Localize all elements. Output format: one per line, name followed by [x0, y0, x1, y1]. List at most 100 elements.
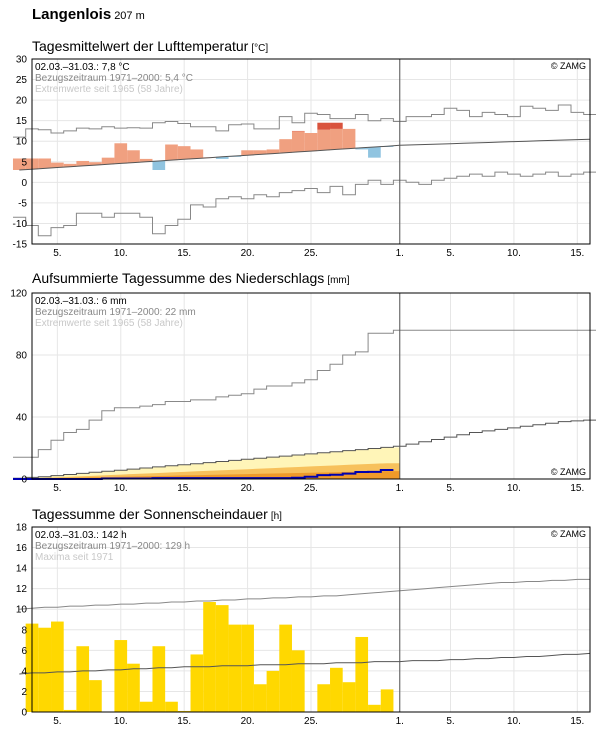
temperature-x-tick-label: 20. [241, 248, 255, 259]
sunshine-bar [266, 670, 280, 712]
temperature-y-tick-label: 20 [16, 96, 28, 107]
sunshine-bar [203, 602, 216, 712]
sunshine-x-tick-label: 15. [177, 716, 191, 727]
temperature-anomaly-bar [279, 139, 292, 153]
temperature-y-tick-label: 10 [16, 137, 28, 148]
temperature-anomaly-bar [177, 146, 191, 160]
precipitation-x-tick-label: 15. [177, 483, 191, 494]
temperature-normal-line [19, 138, 591, 171]
sunshine-bar [114, 640, 128, 712]
temperature-anomaly-bar [76, 160, 90, 166]
precipitation-y-tick-label: 120 [10, 289, 27, 300]
temperature-y-tick-label: 15 [16, 116, 28, 127]
temperature-y-tick-label: -10 [13, 219, 28, 230]
temperature-anomaly-bar [291, 131, 305, 152]
sunshine-y-tick-label: 2 [21, 687, 27, 698]
temperature-y-tick-label: 30 [16, 55, 28, 66]
temperature-anomaly-bar [253, 150, 267, 155]
precipitation-annotation-3: Extremwerte seit 1965 (58 Jahre) [35, 318, 183, 329]
temperature-anomaly-bar [330, 128, 343, 150]
temperature-x-tick-label: 5. [53, 248, 61, 259]
temperature-y-tick-label: 0 [21, 178, 27, 189]
sunshine-bar [241, 624, 254, 712]
sunshine-x-tick-label: 15. [570, 716, 584, 727]
temperature-y-tick-label: 5 [21, 157, 27, 168]
sunshine-x-tick-label: 1. [396, 716, 404, 727]
temperature-record-max-line [13, 104, 596, 138]
temperature-anomaly-bar [127, 150, 140, 163]
sunshine-maxima-line [19, 578, 590, 610]
temperature-anomaly-bar-cold [152, 160, 166, 170]
temperature-anomaly-bar [12, 158, 26, 170]
temperature-x-tick-label: 1. [396, 248, 404, 259]
precipitation-chart: 0 40 80 120 5. 10. 15. 20. 25. 1. 5. 10. 15. 02.03.–3… [10, 289, 596, 494]
temperature-x-tick-label: 10. [507, 248, 521, 259]
temperature-x-tick-label: 15. [177, 248, 191, 259]
temperature-anomaly-bar-cold [215, 156, 229, 159]
temperature-x-tick-label: 15. [570, 248, 584, 259]
temperature-unit: [°C] [251, 43, 269, 54]
sunshine-x-tick-label: 20. [241, 716, 255, 727]
precipitation-x-tick-label: 1. [396, 483, 404, 494]
temperature-anomaly-bar [266, 149, 280, 154]
precipitation-annotation-1: 02.03.–31.03.: 6 mm [35, 296, 127, 307]
sunshine-bar [330, 667, 343, 712]
sunshine-bar [342, 682, 356, 712]
temperature-plot-frame [31, 58, 591, 245]
temperature-title-text: Tagesmittelwert der Lufttemperatur [32, 38, 249, 54]
temperature-anomaly-bar [165, 144, 178, 161]
sunshine-title-text: Tagessumme der Sonnenscheindauer [32, 506, 268, 522]
temperature-chart-title: Tagesmittelwert der Lufttemperatur [°C] [32, 38, 268, 54]
precipitation-x-tick-label: 5. [53, 483, 61, 494]
station-name: Langenlois [32, 6, 112, 23]
sunshine-x-tick-label: 10. [114, 716, 128, 727]
sunshine-bar [152, 646, 166, 712]
sunshine-y-tick-label: 0 [21, 708, 27, 719]
temperature-anomaly-bar [139, 158, 153, 162]
precipitation-x-tick-label: 15. [570, 483, 584, 494]
sunshine-y-tick-label: 12 [16, 584, 28, 595]
temperature-anomaly-bar-strong [330, 122, 343, 129]
sunshine-chart: 0 2 4 6 8 10 12 14 16 18 5. 10. 15. 20. 25. 1. 5. 10. 15. 0… [16, 523, 591, 727]
sunshine-bar [380, 689, 394, 712]
precipitation-title-text: Aufsummierte Tagessumme des Niederschlag… [32, 270, 325, 286]
sunshine-copyright: © ZAMG [551, 529, 586, 539]
sunshine-annotation-3: Maxima seit 1971 [35, 552, 114, 563]
precipitation-copyright: © ZAMG [551, 467, 586, 477]
sunshine-y-tick-label: 18 [16, 523, 28, 534]
sunshine-bar [51, 621, 64, 712]
temperature-annotation-3: Extremwerte seit 1965 (58 Jahre) [35, 84, 183, 95]
sunshine-bar [190, 654, 204, 712]
sunshine-bar [76, 646, 90, 712]
sunshine-y-tick-label: 14 [16, 564, 28, 575]
precipitation-x-tick-label: 20. [241, 483, 255, 494]
sunshine-y-tick-label: 4 [21, 666, 27, 677]
temperature-anomaly-bar [63, 163, 77, 167]
temperature-anomaly-bar [317, 129, 331, 151]
sunshine-bar [165, 701, 178, 712]
sunshine-bar [368, 704, 381, 712]
sunshine-y-tick-label: 8 [21, 625, 27, 636]
temperature-x-tick-label: 25. [304, 248, 318, 259]
precipitation-x-tick-label: 25. [304, 483, 318, 494]
temperature-copyright: © ZAMG [551, 61, 586, 71]
sunshine-y-tick-label: 10 [16, 605, 28, 616]
temperature-anomaly-bar [114, 143, 128, 164]
station-header: Langenlois 207 m [32, 6, 145, 23]
sunshine-bar [89, 680, 102, 712]
temperature-anomaly-bar [342, 128, 356, 149]
precipitation-x-tick-label: 10. [114, 483, 128, 494]
precipitation-y-tick-label: 40 [16, 413, 28, 424]
temperature-anomaly-bar [51, 162, 64, 168]
sunshine-bar [228, 624, 242, 712]
precipitation-normal-line [13, 419, 596, 479]
sunshine-bar [177, 710, 191, 712]
sunshine-bar [127, 663, 140, 712]
precipitation-annotation-2: Bezugszeitraum 1971–2000: 22 mm [35, 307, 196, 318]
precipitation-x-tick-label: 5. [446, 483, 454, 494]
sunshine-bar [63, 709, 77, 712]
temperature-anomaly-bar [38, 158, 52, 169]
precipitation-x-tick-label: 10. [507, 483, 521, 494]
station-elevation: 207 m [114, 10, 145, 22]
temperature-record-min-line [13, 171, 596, 237]
